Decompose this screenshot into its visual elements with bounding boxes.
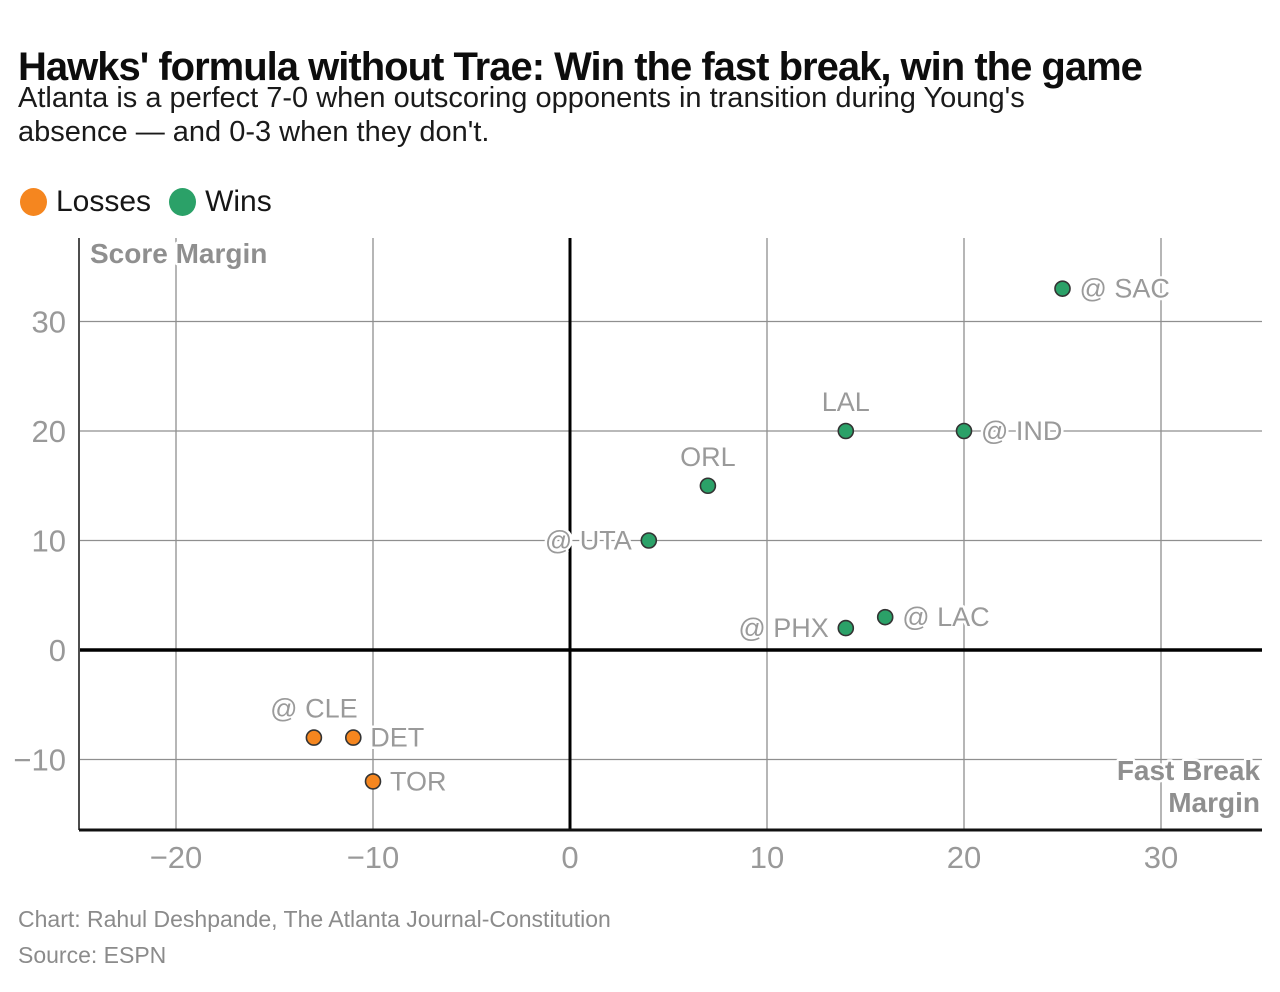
y-tick-label-0: 0 <box>49 633 66 668</box>
data-point-label-cle: @ CLE <box>270 694 357 724</box>
data-point-lac[interactable] <box>876 608 894 626</box>
legend-item-wins: Wins <box>169 185 272 219</box>
x-tick-label-30: 30 <box>1144 840 1178 875</box>
chart-title: Hawks' formula without Trae: Win the fas… <box>18 44 1143 89</box>
y-tick-label-30: 30 <box>32 305 66 340</box>
data-point-label-sac: @ SAC <box>1080 274 1170 304</box>
chart-subtitle-line1: Atlanta is a perfect 7-0 when outscoring… <box>18 82 1025 114</box>
chart-credit: Chart: Rahul Deshpande, The Atlanta Jour… <box>18 906 611 932</box>
data-point-label-lac: @ LAC <box>902 602 989 632</box>
wins-swatch-icon <box>169 188 197 216</box>
chart-subtitle: Atlanta is a perfect 7-0 when outscoring… <box>18 81 1258 149</box>
y-tick-label-10: 10 <box>32 524 66 559</box>
x-tick-label-20: 20 <box>947 840 981 875</box>
data-point-tor[interactable] <box>364 773 382 790</box>
data-point-cle[interactable] <box>305 729 323 746</box>
data-point-label-lal: LAL <box>822 387 870 417</box>
legend-label-wins: Wins <box>205 185 272 218</box>
data-point-label-det: DET <box>370 723 424 753</box>
chart-footer: Chart: Rahul Deshpande, The Atlanta Jour… <box>18 905 611 969</box>
data-point-label-uta: @ UTA <box>545 526 632 556</box>
data-point-label-orl: ORL <box>680 442 736 472</box>
y-tick-label--10: −10 <box>13 743 66 778</box>
data-point-phx[interactable] <box>837 619 855 637</box>
data-point-orl[interactable] <box>699 477 717 495</box>
data-point-det[interactable] <box>344 729 362 746</box>
chart-subtitle-line2: absence — and 0-3 when they don't. <box>18 116 490 148</box>
data-point-lal[interactable] <box>837 422 855 440</box>
chart-source: Source: ESPN <box>18 942 167 968</box>
x-tick-label-10: 10 <box>750 840 784 875</box>
data-point-sac[interactable] <box>1054 280 1071 297</box>
x-axis-title-line2: Margin <box>1168 787 1260 818</box>
x-tick-label--20: −20 <box>150 840 203 875</box>
legend: Losses Wins <box>20 185 272 219</box>
data-point-ind[interactable] <box>955 422 973 440</box>
losses-swatch-icon <box>20 188 47 216</box>
data-point-label-phx: @ PHX <box>738 613 828 643</box>
data-point-label-ind: @ IND <box>981 416 1062 446</box>
data-point-label-tor: TOR <box>390 766 447 796</box>
x-tick-label-0: 0 <box>561 840 578 875</box>
y-tick-label-20: 20 <box>32 414 66 449</box>
legend-label-losses: Losses <box>56 185 152 218</box>
legend-item-losses: Losses <box>20 185 151 219</box>
y-axis-title: Score Margin <box>90 238 267 269</box>
x-tick-label--10: −10 <box>347 840 400 875</box>
data-point-uta[interactable] <box>640 532 658 549</box>
x-axis-title-line1: Fast Break <box>1117 755 1261 786</box>
